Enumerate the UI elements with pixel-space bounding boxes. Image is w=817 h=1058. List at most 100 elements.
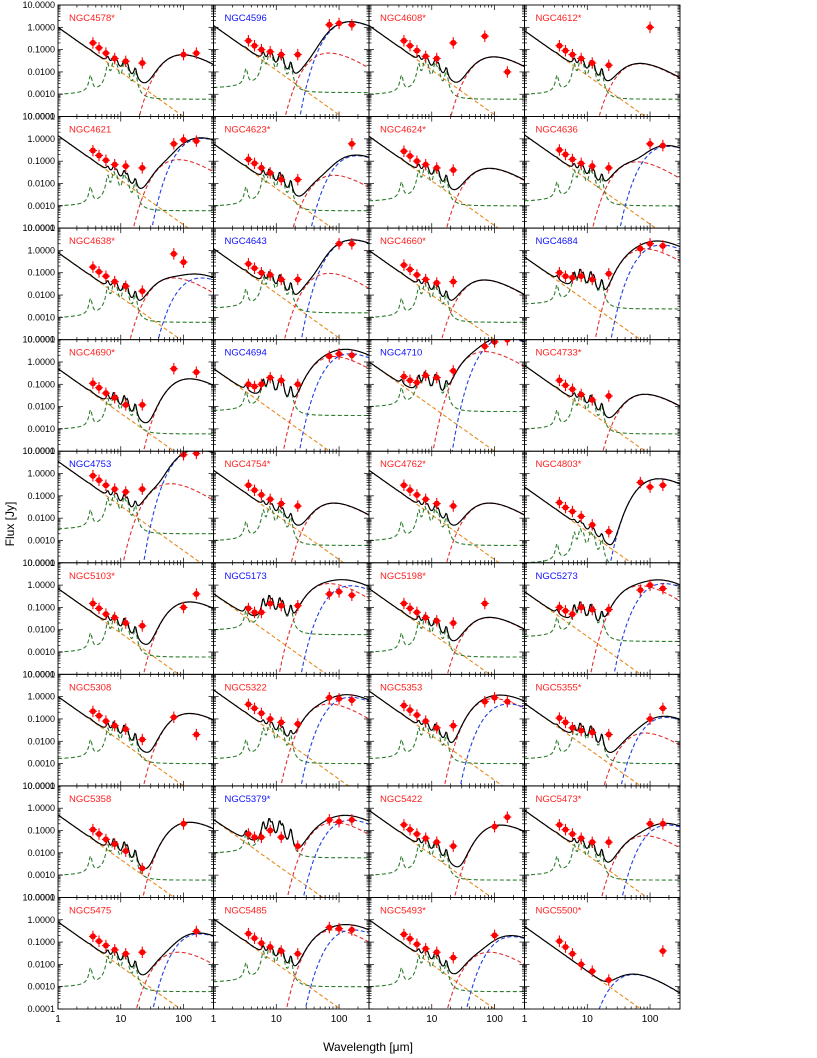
photometry-point [257, 162, 266, 174]
sed-panel: NGC4710 [368, 339, 525, 452]
photometry-point [266, 269, 275, 281]
photometry-point [412, 828, 421, 840]
cold-dust-component-line [157, 277, 214, 340]
photometry-point [325, 921, 334, 934]
photometry-point [347, 349, 356, 362]
panel-plot-area [58, 921, 214, 1010]
galaxy-name-label: NGC4694 [225, 348, 267, 359]
total-model-line [213, 918, 369, 967]
x-tick-label: 100 [331, 1014, 348, 1025]
photometry-point [88, 930, 97, 943]
total-model-line [524, 702, 680, 753]
photometry-point [169, 248, 178, 260]
pah-component-line [58, 171, 214, 212]
photometry-point [449, 275, 458, 288]
photometry-point [95, 602, 104, 615]
photometry-point [192, 588, 201, 600]
pah-component-line [58, 952, 214, 993]
photometry-point [555, 601, 564, 614]
photometry-point [399, 259, 408, 271]
galaxy-name-label: NGC5103* [69, 571, 115, 582]
pah-component-line [213, 273, 369, 314]
photometry-point [406, 263, 415, 276]
photometry-point [577, 157, 586, 170]
photometry-point [121, 617, 130, 629]
photometry-point [335, 922, 344, 935]
photometry-point [577, 270, 586, 282]
galaxy-name-label: NGC5493* [380, 905, 426, 916]
warm-dust-component-line [590, 585, 680, 675]
sed-panel: NGC5475 10.0000 1.0000 0.1000 0.0100 0.0010 0.… [22, 892, 214, 1025]
photometry-point [432, 836, 441, 848]
panel-plot-area [213, 814, 369, 898]
stellar-component-line [524, 702, 642, 786]
panel-plot-area [58, 588, 214, 675]
photometry-point [266, 713, 275, 725]
pah-component-line [58, 617, 214, 658]
photometry-point [412, 376, 421, 389]
photometry-point [347, 589, 356, 602]
photometry-point [561, 501, 570, 514]
warm-dust-component-line [443, 698, 525, 786]
panel-plot-area [369, 690, 525, 786]
photometry-point [335, 693, 344, 705]
y-tick-label: 1.0000 [27, 469, 55, 479]
photometry-point [110, 838, 119, 850]
photometry-point [101, 47, 110, 59]
pah-component-line [524, 394, 680, 435]
photometry-point [568, 383, 577, 396]
total-model-line [369, 690, 525, 744]
total-model-line [213, 469, 369, 526]
photometry-point [347, 19, 356, 31]
photometry-point [266, 371, 275, 384]
photometry-point [588, 726, 597, 739]
panel-plot-area [58, 362, 214, 452]
sed-panel: NGC5273 [524, 562, 681, 675]
photometry-point [121, 280, 130, 292]
galaxy-name-label: NGC4643 [225, 236, 267, 247]
panel-plot-area [213, 348, 369, 452]
panel-plot-area [213, 579, 369, 675]
galaxy-name-label: NGC5198* [380, 571, 426, 582]
total-model-line [213, 21, 369, 74]
photometry-point [121, 399, 130, 411]
sed-panel: NGC5493* 1 10 100 [366, 896, 525, 1025]
photometry-point [555, 935, 564, 947]
photometry-point [577, 510, 586, 523]
photometry-point [449, 365, 458, 377]
photometry-point [555, 39, 564, 52]
sed-panel: NGC5500* 1 10 100 [522, 896, 681, 1025]
photometry-point [577, 388, 586, 401]
sed-panel: NGC5422 [368, 785, 525, 898]
y-tick-label: 0.1000 [27, 491, 55, 501]
photometry-point [347, 138, 356, 150]
total-model-line [213, 689, 369, 737]
y-tick-label: 0.0100 [27, 178, 55, 188]
photometry-point [293, 500, 302, 512]
total-model-line [369, 919, 525, 975]
y-tick-label: 0.0100 [27, 67, 55, 77]
pah-component-line [213, 947, 369, 988]
total-model-line [58, 696, 214, 753]
y-tick-label: 10.0000 [22, 781, 55, 791]
photometry-point [293, 840, 302, 852]
panel-plot-area [524, 702, 680, 786]
photometry-point [293, 173, 302, 186]
warm-dust-component-line [280, 703, 369, 786]
photometry-point [577, 958, 586, 971]
photometry-point [95, 382, 104, 394]
y-tick-label: 0.0001 [27, 1004, 55, 1014]
x-tick-label: 100 [642, 1014, 659, 1025]
photometry-point [335, 238, 344, 250]
panel-plot-area [524, 238, 680, 340]
photometry-point [432, 615, 441, 627]
warm-dust-component-line [285, 929, 369, 1010]
photometry-point [277, 497, 286, 510]
pah-component-line [524, 528, 611, 563]
y-tick-label: 0.0010 [27, 647, 55, 657]
pah-component-line [369, 617, 525, 658]
photometry-point [335, 17, 344, 30]
photometry-point [192, 135, 201, 147]
photometry-point [244, 698, 253, 711]
photometry-point [412, 938, 421, 951]
